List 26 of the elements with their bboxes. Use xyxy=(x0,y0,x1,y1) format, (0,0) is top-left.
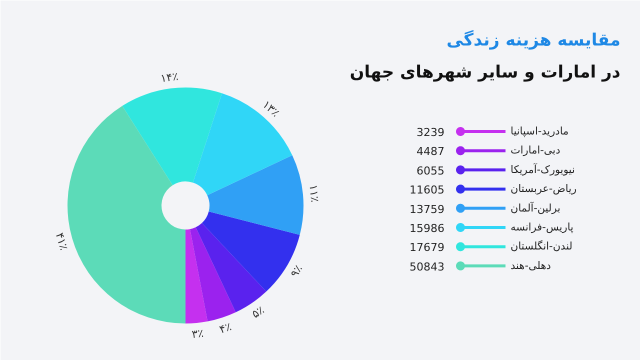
text: 4487 xyxy=(416,145,445,158)
data-label: ۹٪ xyxy=(288,262,306,280)
text: 15986 xyxy=(410,222,445,235)
data-label: ۵٪ xyxy=(249,303,267,321)
legend-label: دبی-امارات xyxy=(510,144,561,157)
chart-title: مقایسه هزینه زندگی xyxy=(446,30,621,50)
data-label: ۴٪ xyxy=(218,320,234,336)
chart-subtitle: در امارات و سایر شهرهای جهان xyxy=(350,62,621,82)
data-label: ۴۱٪ xyxy=(52,231,70,252)
legend-label: برلین-آلمان xyxy=(510,201,560,214)
text: 13759 xyxy=(410,202,445,216)
data-label: ۱۴٪ xyxy=(160,70,180,86)
data-label: ۳٪ xyxy=(191,326,204,341)
data-label: ۱۱٪ xyxy=(306,184,322,203)
legend-label: پاریس-فرانسه xyxy=(510,222,574,234)
text: 3239 xyxy=(416,126,445,139)
text: 17679 xyxy=(410,241,445,254)
legend-label: دهلی-هند xyxy=(510,260,552,272)
text: 6055 xyxy=(416,164,445,178)
legend-label: ریاض-عربستان xyxy=(510,183,577,196)
legend-label: مادرید-اسپانیا xyxy=(510,126,569,138)
legend-label: لندن-انگلستان xyxy=(510,240,572,253)
text: 50843 xyxy=(410,260,445,274)
text: 11605 xyxy=(410,184,445,197)
legend-label: نیویورک-آمریکا xyxy=(510,162,575,176)
data-label: ۱۳٪ xyxy=(260,98,282,120)
